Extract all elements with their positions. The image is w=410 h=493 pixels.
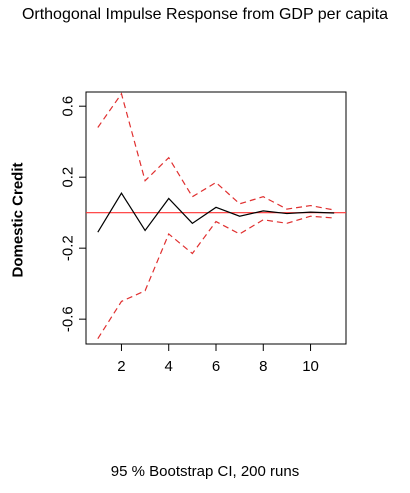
x-tick-label: 4 — [165, 358, 173, 375]
lower-ci-line — [97, 215, 335, 339]
axes-group: 2 4 6 8 10 -0.6 -0.2 0.2 0.6 — [60, 96, 319, 375]
x-tick-label: 10 — [302, 358, 319, 375]
x-tick-label: 2 — [117, 358, 125, 375]
series-group — [97, 92, 335, 339]
x-tick-label: 6 — [212, 358, 220, 375]
x-tick-label: 8 — [259, 358, 267, 375]
chart-title: Orthogonal Impulse Response from GDP per… — [21, 6, 389, 23]
y-tick-label: 0.6 — [60, 96, 77, 117]
y-tick-label: -0.2 — [60, 235, 77, 261]
chart-footer: 95 % Bootstrap CI, 200 runs — [110, 463, 300, 480]
response-line — [97, 192, 335, 233]
upper-ci-line — [97, 92, 335, 211]
y-tick-label: 0.2 — [60, 167, 77, 188]
y-tick-label: -0.6 — [60, 306, 77, 332]
plot-frame — [85, 91, 347, 345]
